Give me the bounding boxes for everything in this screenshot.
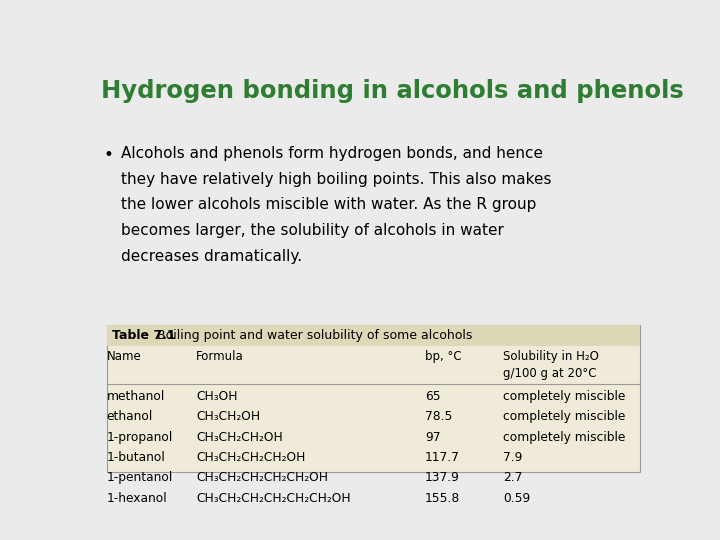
Text: completely miscible: completely miscible — [503, 431, 625, 444]
Text: CH₃CH₂CH₂CH₂CH₂CH₂OH: CH₃CH₂CH₂CH₂CH₂CH₂OH — [196, 492, 351, 505]
Text: becomes larger, the solubility of alcohols in water: becomes larger, the solubility of alcoho… — [121, 223, 503, 238]
Text: the lower alcohols miscible with water. As the R group: the lower alcohols miscible with water. … — [121, 198, 536, 212]
Text: 65: 65 — [425, 390, 441, 403]
Text: 1-hexanol: 1-hexanol — [107, 492, 167, 505]
Text: methanol: methanol — [107, 390, 165, 403]
Text: 0.59: 0.59 — [503, 492, 530, 505]
Text: 97: 97 — [425, 431, 441, 444]
Text: 78.5: 78.5 — [425, 410, 452, 423]
Text: 7.9: 7.9 — [503, 451, 522, 464]
Text: 2.7: 2.7 — [503, 471, 522, 484]
Text: decreases dramatically.: decreases dramatically. — [121, 249, 302, 264]
Text: bp, °C: bp, °C — [425, 349, 462, 363]
Text: g/100 g at 20°C: g/100 g at 20°C — [503, 367, 596, 380]
Text: they have relatively high boiling points. This also makes: they have relatively high boiling points… — [121, 172, 552, 187]
Text: CH₃CH₂OH: CH₃CH₂OH — [196, 410, 260, 423]
Text: Table 7.1: Table 7.1 — [112, 329, 176, 342]
Text: 155.8: 155.8 — [425, 492, 460, 505]
FancyBboxPatch shape — [107, 325, 639, 346]
Text: completely miscible: completely miscible — [503, 390, 625, 403]
Text: 117.7: 117.7 — [425, 451, 459, 464]
Text: Hydrogen bonding in alcohols and phenols: Hydrogen bonding in alcohols and phenols — [101, 79, 684, 103]
Text: CH₃CH₂CH₂CH₂CH₂OH: CH₃CH₂CH₂CH₂CH₂OH — [196, 471, 328, 484]
Text: completely miscible: completely miscible — [503, 410, 625, 423]
Text: Alcohols and phenols form hydrogen bonds, and hence: Alcohols and phenols form hydrogen bonds… — [121, 146, 543, 161]
Text: Boiling point and water solubility of some alcohols: Boiling point and water solubility of so… — [149, 329, 472, 342]
Text: ethanol: ethanol — [107, 410, 153, 423]
Text: 1-propanol: 1-propanol — [107, 431, 173, 444]
Text: CH₃OH: CH₃OH — [196, 390, 238, 403]
Text: Solubility in H₂O: Solubility in H₂O — [503, 349, 599, 363]
Text: CH₃CH₂CH₂OH: CH₃CH₂CH₂OH — [196, 431, 283, 444]
Text: Formula: Formula — [196, 349, 244, 363]
Text: 1-butanol: 1-butanol — [107, 451, 166, 464]
Text: 137.9: 137.9 — [425, 471, 459, 484]
Text: Name: Name — [107, 349, 142, 363]
Text: •: • — [104, 146, 114, 164]
Text: 1-pentanol: 1-pentanol — [107, 471, 173, 484]
FancyBboxPatch shape — [107, 325, 639, 472]
Text: CH₃CH₂CH₂CH₂OH: CH₃CH₂CH₂CH₂OH — [196, 451, 305, 464]
